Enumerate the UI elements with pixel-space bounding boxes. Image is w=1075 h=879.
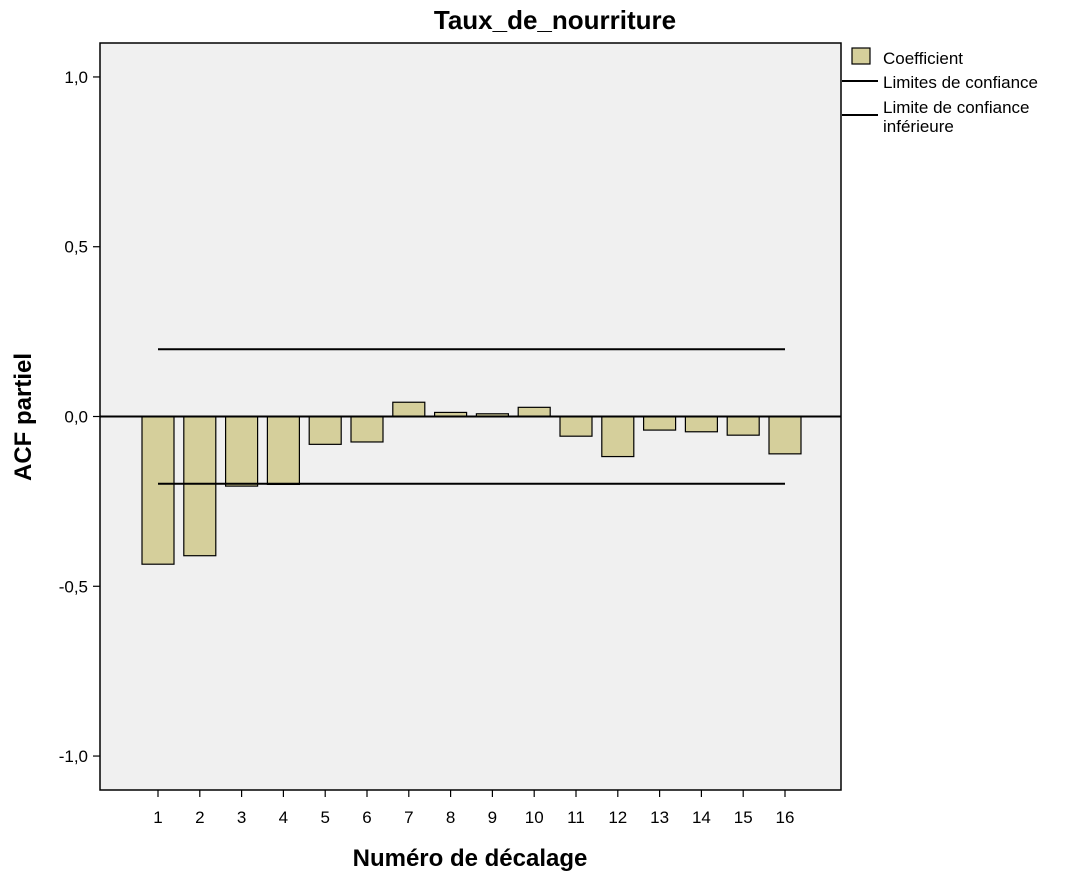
legend-swatch-coefficient (851, 47, 871, 65)
bars (141, 401, 802, 565)
x-tick-label: 5 (320, 808, 329, 827)
bar-lag-1 (141, 415, 175, 565)
y-tick-label: 0,0 (64, 408, 88, 427)
x-tick-label: 3 (237, 808, 246, 827)
bar-lag-6 (350, 415, 384, 443)
x-tick-label: 15 (734, 808, 753, 827)
x-tick-label: 1 (153, 808, 162, 827)
bar-lag-15 (726, 415, 760, 436)
y-tick-label: -0,5 (59, 577, 88, 596)
bar-lag-13 (642, 415, 677, 431)
x-axis-title: Numéro de décalage (353, 845, 588, 872)
y-axis-title: ACF partiel (10, 353, 37, 481)
x-tick-label: 8 (446, 808, 455, 827)
legend-label: Coefficient (883, 49, 963, 68)
bar-lag-11 (559, 415, 593, 437)
legend-label: inférieure (883, 117, 954, 136)
x-tick-label: 16 (776, 808, 795, 827)
x-tick-label: 9 (488, 808, 497, 827)
x-tick-label: 2 (195, 808, 204, 827)
bar-lag-5 (308, 415, 342, 445)
legend-label: Limites de confiance (883, 73, 1038, 92)
chart-title: Taux_de_nourriture (434, 5, 676, 35)
bar-lag-4 (266, 415, 300, 486)
x-tick-label: 13 (650, 808, 669, 827)
legend-label: Limite de confiance (883, 98, 1029, 117)
legend: Coefficient Limites de confiance Limite de… (842, 47, 1038, 136)
bar-lag-10 (517, 406, 551, 418)
x-tick-label: 7 (404, 808, 413, 827)
bar-lag-2 (183, 415, 217, 557)
x-tick-label: 11 (567, 808, 585, 827)
y-tick-label: 0,5 (64, 238, 88, 257)
x-tick-label: 10 (525, 808, 544, 827)
y-tick-label: 1,0 (64, 68, 88, 87)
x-tick-label: 6 (362, 808, 371, 827)
bar-lag-12 (601, 415, 635, 458)
bar-lag-14 (684, 415, 719, 433)
x-axis: 1 2 3 4 5 6 7 8 9 10 11 12 13 14 15 16 (153, 790, 794, 827)
confidence-lines (158, 348, 785, 485)
x-tick-label: 4 (279, 808, 288, 827)
y-tick-label: -1,0 (59, 747, 88, 766)
y-axis: 1,0 0,5 0,0 -0,5 -1,0 (59, 68, 100, 766)
bar-lag-7 (392, 401, 426, 418)
bar-lag-3 (225, 415, 259, 487)
bar-lag-16 (768, 415, 802, 455)
x-tick-label: 14 (692, 808, 711, 827)
x-tick-label: 12 (608, 808, 627, 827)
